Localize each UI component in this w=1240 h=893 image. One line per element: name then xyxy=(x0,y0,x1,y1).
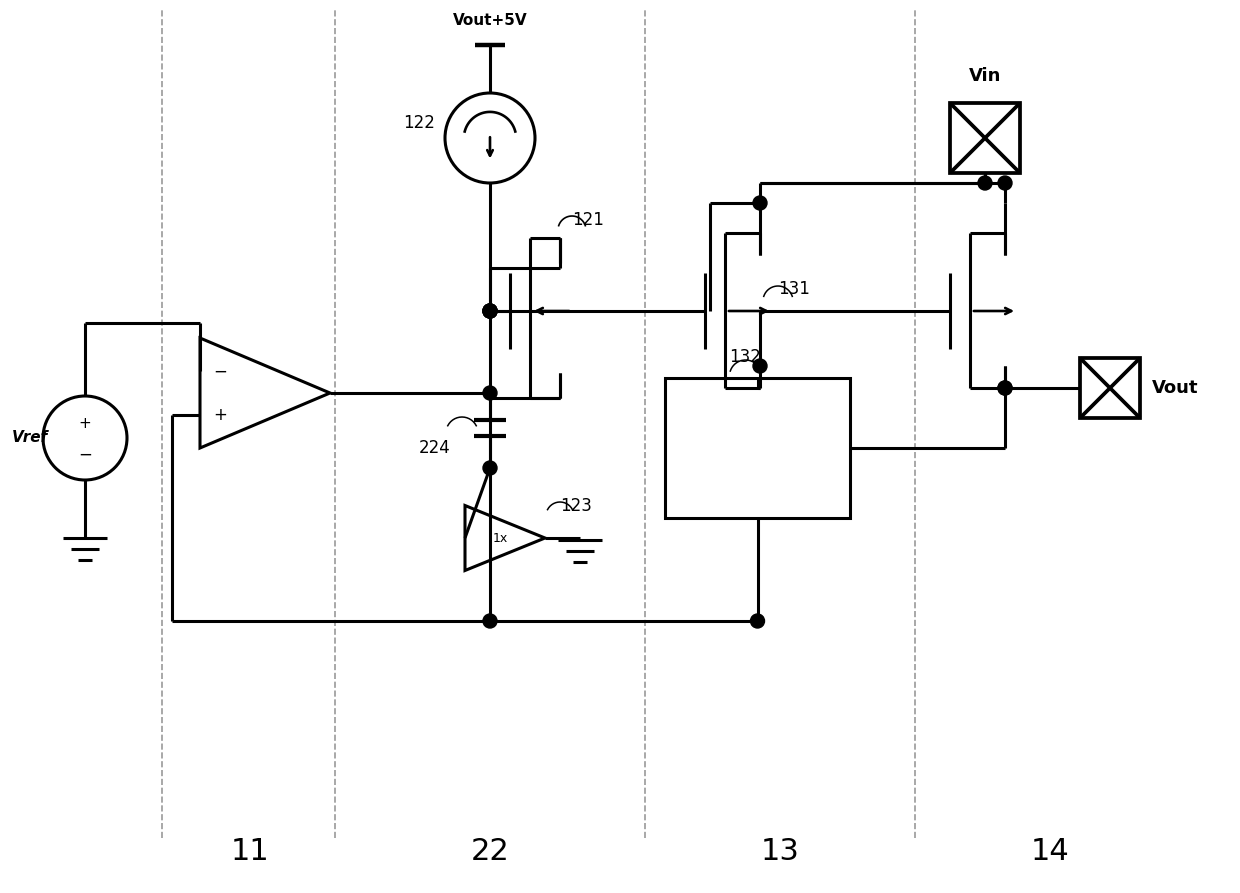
Text: +: + xyxy=(78,416,92,431)
Text: 1x: 1x xyxy=(492,531,507,545)
Circle shape xyxy=(484,304,497,318)
Text: 121: 121 xyxy=(572,211,604,229)
Text: Vout+5V: Vout+5V xyxy=(453,13,527,28)
Text: 123: 123 xyxy=(560,497,591,515)
Circle shape xyxy=(484,304,497,318)
Bar xyxy=(665,378,849,518)
Text: Vout: Vout xyxy=(1152,379,1199,397)
Circle shape xyxy=(978,176,992,190)
Circle shape xyxy=(998,381,1012,395)
Circle shape xyxy=(484,386,497,400)
Circle shape xyxy=(753,196,768,210)
Text: 122: 122 xyxy=(403,114,435,132)
Bar xyxy=(1080,358,1140,418)
Circle shape xyxy=(484,304,497,318)
Bar xyxy=(950,103,1021,173)
Text: $-$: $-$ xyxy=(213,362,227,380)
Text: 224: 224 xyxy=(419,439,451,457)
Circle shape xyxy=(998,381,1012,395)
Text: 132: 132 xyxy=(729,348,761,366)
Text: 11: 11 xyxy=(231,837,269,865)
Circle shape xyxy=(998,176,1012,190)
Text: 14: 14 xyxy=(1030,837,1069,865)
Text: Vin: Vin xyxy=(968,67,1001,85)
Circle shape xyxy=(753,359,768,373)
Text: 13: 13 xyxy=(760,837,800,865)
Text: 131: 131 xyxy=(777,280,810,298)
Circle shape xyxy=(484,304,497,318)
Circle shape xyxy=(484,461,497,475)
Text: Vref: Vref xyxy=(12,430,48,446)
Text: 22: 22 xyxy=(471,837,510,865)
Circle shape xyxy=(750,614,765,628)
Text: $+$: $+$ xyxy=(213,406,227,424)
Text: $-$: $-$ xyxy=(78,445,92,463)
Circle shape xyxy=(484,614,497,628)
